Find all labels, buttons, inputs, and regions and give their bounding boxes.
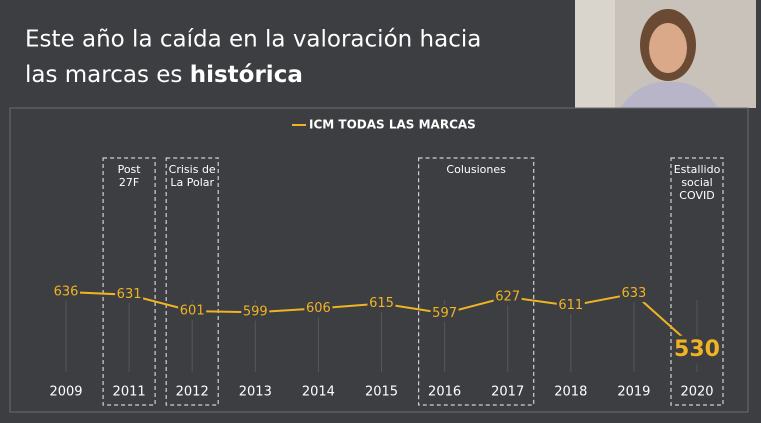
- x-tick-label: 2016: [428, 385, 461, 400]
- label-bg: [674, 335, 720, 365]
- data-label: 599: [243, 305, 268, 320]
- annotation-box: [102, 157, 156, 406]
- title-emphasis: histórica: [190, 62, 303, 88]
- title-line: las marcas es histórica: [25, 62, 303, 88]
- x-tick-label: 2012: [176, 385, 209, 400]
- chart-frame: [9, 107, 749, 413]
- label-bg: [52, 283, 80, 301]
- annotation-text: 27F: [119, 176, 139, 189]
- x-tick-label: 2013: [239, 385, 272, 400]
- annotation-text: Estallido: [674, 163, 721, 176]
- annotation-text: Crisis de: [169, 163, 216, 176]
- annotation-text: Post: [118, 163, 142, 176]
- title-line: Este año la caída en la valoración hacia: [25, 27, 481, 53]
- x-tick-label: 2011: [113, 385, 146, 400]
- x-tick-label: 2018: [554, 385, 587, 400]
- annotation-text: La Polar: [170, 176, 214, 189]
- label-bg: [493, 288, 522, 306]
- x-tick-label: 2019: [617, 385, 650, 400]
- label-bg: [430, 304, 459, 322]
- x-tick-label: 2017: [491, 385, 524, 400]
- data-label: 601: [180, 304, 205, 319]
- data-label: 636: [54, 285, 79, 300]
- data-label: 606: [306, 301, 331, 316]
- label-bg: [178, 302, 207, 320]
- x-tick-label: 2014: [302, 385, 335, 400]
- x-tick-label: 2020: [680, 385, 713, 400]
- title-text: las marcas es: [25, 62, 182, 88]
- shirt: [620, 81, 718, 108]
- annotation-box: [418, 157, 535, 406]
- data-label: 631: [117, 287, 142, 302]
- x-tick-label: 2015: [365, 385, 398, 400]
- label-bg: [241, 303, 270, 321]
- annotation-text: Colusiones: [446, 163, 506, 176]
- label-bg: [367, 295, 396, 312]
- annotation-text: social: [681, 176, 712, 189]
- legend-label: ICM TODAS LAS MARCAS: [309, 118, 476, 132]
- annotation-box: [670, 157, 724, 406]
- data-label: 611: [558, 298, 583, 313]
- annotation-box: [165, 157, 219, 406]
- label-bg: [304, 299, 333, 317]
- x-tick-label: 2009: [49, 385, 82, 400]
- label-bg: [556, 297, 585, 315]
- data-label: 597: [432, 306, 457, 321]
- data-label: 615: [369, 296, 394, 311]
- annotation-text: COVID: [679, 189, 714, 202]
- label-bg: [115, 286, 144, 304]
- data-label: 530: [674, 337, 720, 362]
- face: [649, 23, 687, 73]
- label-bg: [619, 285, 648, 303]
- video-wall: [575, 0, 615, 108]
- video-thumbnail: [575, 0, 756, 108]
- data-label: 633: [621, 286, 646, 301]
- data-label: 627: [495, 289, 520, 304]
